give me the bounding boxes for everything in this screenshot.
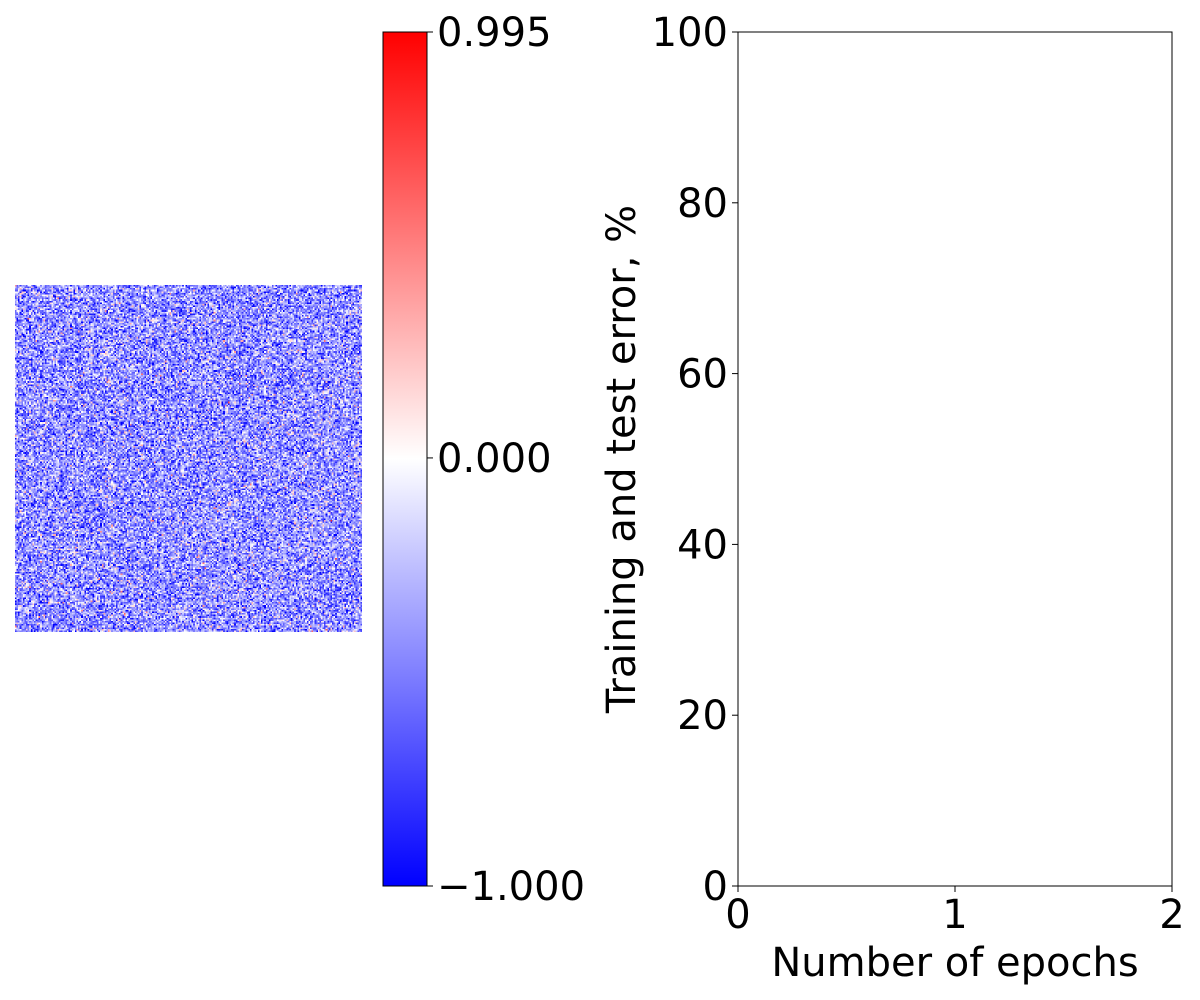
colorbar-tick-label: 0.000	[437, 436, 552, 482]
x-tick-label: 2	[1159, 892, 1184, 938]
y-tick-label: 60	[677, 352, 728, 398]
y-axis-ticks: 0 20 40 60 80 100	[652, 10, 738, 910]
x-tick-label: 0	[725, 892, 750, 938]
colorbar-tick-label: 0.995	[437, 10, 552, 56]
colorbar-gradient	[382, 31, 428, 887]
colorbar-ticks: 0.995 0.000 −1.000	[427, 10, 585, 910]
weight-heatmap	[15, 285, 362, 632]
y-tick-label: 100	[652, 10, 728, 56]
y-axis-label: Training and test error, %	[599, 205, 645, 714]
y-tick-label: 40	[677, 522, 728, 568]
error-plot: 0 1 2 0 20 40 60 80 100 Number of epochs Traini…	[599, 10, 1185, 986]
x-axis-label: Number of epochs	[771, 940, 1138, 986]
x-axis-ticks: 0 1 2	[725, 886, 1185, 938]
y-tick-label: 0	[703, 864, 728, 910]
y-tick-label: 20	[677, 693, 728, 739]
x-tick-label: 1	[942, 892, 967, 938]
colorbar-tick-label: −1.000	[437, 864, 585, 910]
y-tick-label: 80	[677, 181, 728, 227]
error-plot-frame	[737, 31, 1173, 887]
colorbar: 0.995 0.000 −1.000	[382, 10, 585, 910]
